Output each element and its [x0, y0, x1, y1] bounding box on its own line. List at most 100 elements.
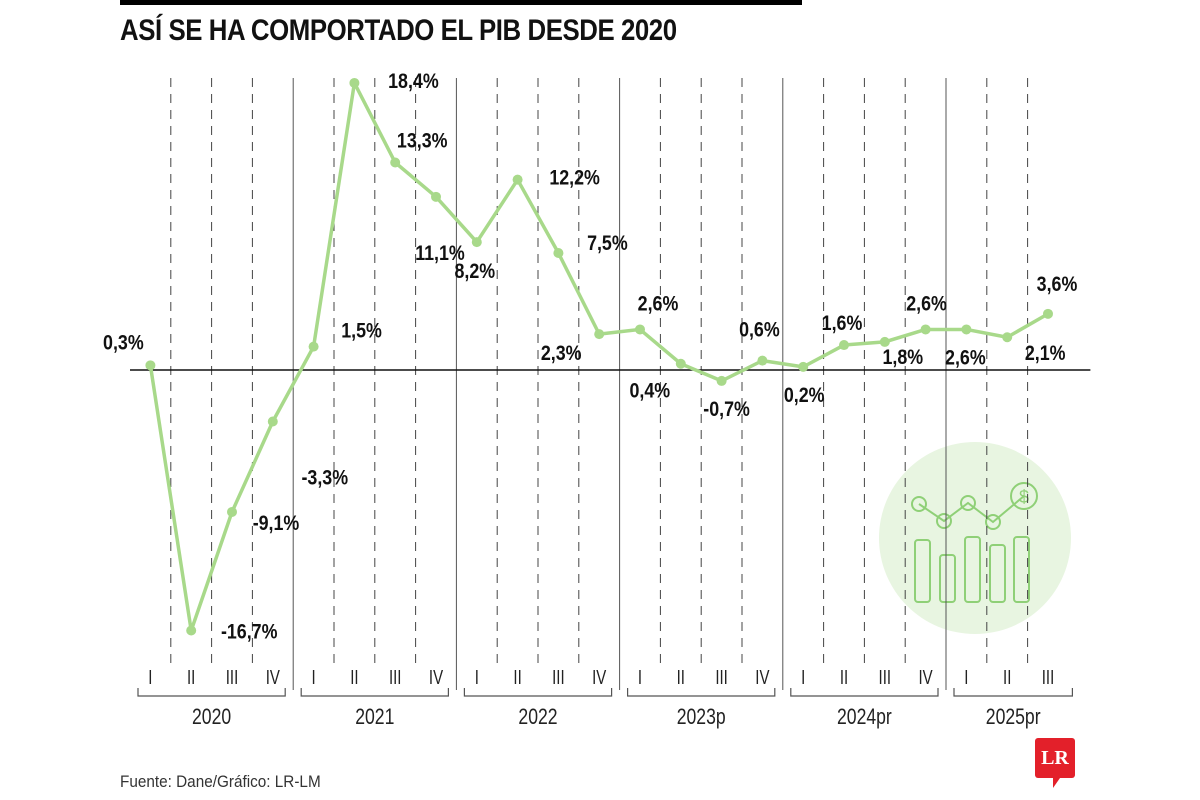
- data-label: 0,2%: [784, 384, 825, 408]
- quarter-tick-label: III: [389, 666, 401, 689]
- quarter-tick-label: III: [879, 666, 891, 689]
- year-bracket: [627, 688, 776, 697]
- icon-dot: [985, 514, 1001, 530]
- quarter-tick-label: IV: [592, 666, 606, 689]
- data-point: [431, 191, 441, 202]
- data-label: -0,7%: [703, 398, 750, 422]
- data-point: [186, 625, 197, 636]
- source-note: Fuente: Dane/Gráfico: LR-LM: [120, 772, 321, 791]
- data-label: 8,2%: [454, 260, 495, 284]
- data-point: [471, 237, 482, 248]
- quarter-tick-label: IV: [919, 666, 933, 689]
- year-label: 2022: [518, 705, 557, 729]
- data-label: 2,1%: [1025, 342, 1066, 366]
- year-bracket: [463, 688, 613, 697]
- quarter-tick-label: IV: [266, 666, 280, 689]
- data-label: 2,3%: [541, 342, 582, 366]
- year-label: 2023p: [677, 705, 726, 729]
- data-label: 18,4%: [388, 70, 439, 94]
- data-label: 3,6%: [1037, 273, 1078, 297]
- data-point: [1002, 332, 1013, 343]
- quarter-tick-label: I: [638, 666, 642, 689]
- data-label: 11,1%: [415, 242, 465, 266]
- icon-dot: [911, 496, 927, 512]
- data-point: [349, 77, 360, 88]
- icon-bar: [914, 539, 931, 603]
- data-point: [1043, 308, 1053, 319]
- quarter-tick-label: III: [226, 666, 238, 689]
- data-point: [920, 324, 931, 335]
- data-point: [757, 355, 768, 366]
- year-bracket: [953, 688, 1073, 697]
- data-point: [308, 341, 319, 352]
- icon-bar: [964, 536, 981, 603]
- data-point: [227, 506, 237, 517]
- quarter-tick-label: II: [513, 666, 521, 689]
- data-label: -3,3%: [302, 466, 349, 490]
- data-label: 2,6%: [906, 292, 947, 316]
- year-bracket: [790, 688, 939, 697]
- data-point: [675, 358, 686, 369]
- quarter-tick-label: III: [715, 666, 727, 689]
- quarter-tick-label: III: [1042, 666, 1054, 689]
- quarter-tick-label: I: [964, 666, 968, 689]
- title-bar: [120, 0, 802, 5]
- lr-logo: LR: [1035, 738, 1075, 788]
- data-point: [879, 336, 890, 347]
- data-label: 2,6%: [945, 346, 986, 370]
- icon-dollar-circle: [1010, 482, 1038, 510]
- quarter-tick-label: II: [1003, 666, 1011, 689]
- year-label: 2024pr: [837, 705, 892, 729]
- data-label: 1,6%: [822, 312, 863, 336]
- quarter-tick-label: II: [187, 666, 195, 689]
- data-label: 0,4%: [629, 379, 670, 403]
- quarter-tick-label: II: [840, 666, 848, 689]
- data-point: [594, 329, 605, 340]
- icon-dot: [960, 495, 976, 511]
- quarter-tick-label: IV: [755, 666, 769, 689]
- data-point: [961, 324, 972, 335]
- year-bracket: [300, 688, 449, 697]
- quarter-tick-label: II: [677, 666, 685, 689]
- data-label: 1,8%: [882, 346, 923, 370]
- quarter-tick-label: II: [350, 666, 358, 689]
- data-label: 0,6%: [739, 318, 780, 342]
- icon-bar: [1013, 536, 1030, 603]
- icon-line: [918, 495, 1025, 524]
- quarter-tick-label: III: [552, 666, 564, 689]
- data-label: -9,1%: [253, 512, 300, 536]
- data-label: 13,3%: [397, 129, 448, 153]
- data-point: [390, 157, 401, 168]
- data-label: 2,6%: [638, 292, 679, 316]
- data-label: 12,2%: [549, 166, 600, 190]
- year-label: 2021: [355, 705, 394, 729]
- data-label: 7,5%: [587, 232, 628, 256]
- icon-dollar-sign: $: [1019, 487, 1029, 507]
- chart-title: ASÍ SE HA COMPORTADO EL PIB DESDE 2020: [120, 14, 677, 47]
- icon-bar: [989, 544, 1006, 603]
- quarter-tick-label: I: [801, 666, 805, 689]
- data-point: [267, 416, 278, 427]
- year-bracket: [137, 688, 286, 697]
- data-label: 0,3%: [103, 331, 144, 355]
- quarter-tick-label: I: [148, 666, 152, 689]
- quarter-tick-label: IV: [429, 666, 443, 689]
- data-point: [145, 360, 156, 371]
- data-point: [839, 340, 849, 351]
- data-point: [635, 324, 645, 335]
- icon-dot: [936, 513, 952, 529]
- data-point: [512, 174, 523, 185]
- data-point: [553, 248, 564, 258]
- data-point: [716, 375, 727, 386]
- icon-bar: [939, 554, 956, 603]
- chart-dollar-icon: $: [879, 442, 1071, 634]
- data-label: 1,5%: [341, 319, 382, 343]
- data-label: -16,7%: [221, 620, 278, 644]
- quarter-tick-label: I: [312, 666, 316, 689]
- data-point: [798, 361, 809, 372]
- quarter-tick-label: I: [475, 666, 479, 689]
- year-label: 2025pr: [986, 705, 1041, 729]
- year-label: 2020: [192, 705, 231, 729]
